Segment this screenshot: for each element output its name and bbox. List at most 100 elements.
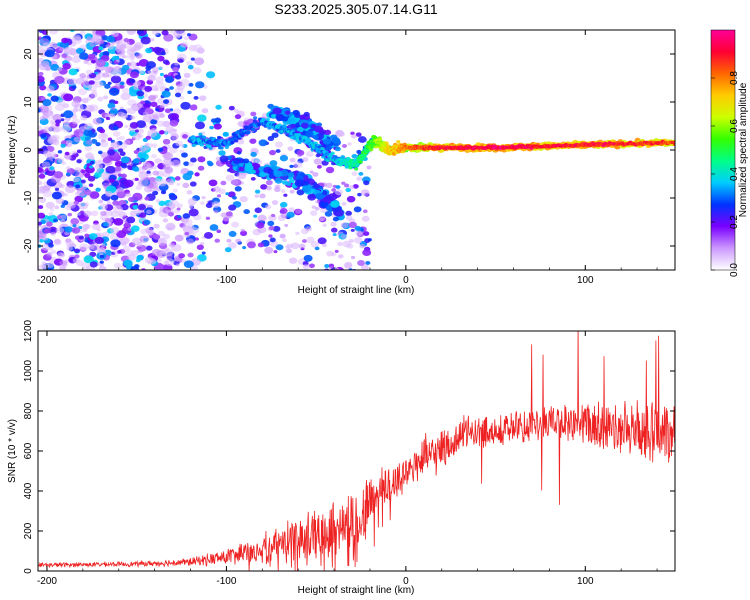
heatmap-noise-cell: [57, 67, 63, 72]
heatmap-noise-cell: [123, 259, 133, 267]
heatmap-noise-cell: [64, 226, 73, 233]
heatmap-noise-cell: [39, 116, 46, 121]
heatmap-branch-cell: [296, 126, 304, 133]
heatmap-noise-cell: [190, 57, 195, 61]
heatmap-noise-cell: [137, 30, 144, 35]
heatmap-noise-cell: [295, 209, 302, 214]
heatmap-noise-cell: [55, 227, 65, 234]
heatmap-noise-cell: [123, 139, 131, 145]
heatmap-noise-cell: [88, 80, 95, 85]
heatmap-noise-cell: [193, 95, 199, 100]
heatmap-noise-cell: [114, 262, 122, 269]
heatmap-noise-cell: [194, 57, 205, 66]
heatmap-noise-cell: [157, 178, 167, 187]
heatmap-noise-cell: [100, 211, 107, 216]
heatmap-noise-cell: [110, 141, 120, 149]
heatmap-noise-cell: [137, 151, 147, 159]
heatmap-noise-cell: [345, 210, 353, 216]
heatmap-noise-cell: [126, 45, 134, 51]
heatmap-noise-cell: [66, 245, 73, 251]
heatmap-noise-cell: [143, 103, 151, 109]
heatmap-noise-cell: [74, 195, 84, 203]
heatmap-noise-cell: [136, 254, 144, 261]
heatmap-noise-cell: [126, 216, 136, 224]
heatmap-noise-cell: [101, 243, 106, 247]
heatmap-noise-cell: [84, 104, 95, 113]
heatmap-noise-cell: [78, 226, 83, 230]
heatmap-noise-cell: [182, 213, 191, 219]
heatmap-noise-cell: [46, 252, 53, 257]
heatmap-noise-cell: [279, 207, 288, 214]
heatmap-noise-cell: [169, 120, 179, 127]
heatmap-noise-cell: [273, 250, 278, 254]
heatmap-noise-cell: [176, 182, 181, 187]
heatmap-noise-cell: [183, 72, 191, 78]
heatmap-noise-cell: [152, 66, 160, 73]
heatmap-noise-cell: [70, 134, 75, 138]
heatmap-noise-cell: [177, 215, 182, 219]
heatmap-noise-cell: [213, 209, 219, 214]
heatmap-noise-cell: [121, 64, 130, 71]
heatmap-noise-cell: [155, 76, 164, 84]
heatmap-noise-cell: [52, 113, 62, 121]
heatmap-noise-cell: [310, 210, 318, 216]
heatmap-noise-cell: [50, 228, 55, 232]
heatmap-noise-cell: [163, 248, 174, 257]
heatmap-noise-cell: [76, 212, 81, 216]
heatmap-noise-cell: [216, 229, 222, 234]
heatmap-noise-cell: [104, 113, 111, 118]
heatmap-x-axis-title: Height of straight line (km): [298, 285, 415, 296]
heatmap-noise-cell: [208, 179, 218, 187]
heatmap-branch-cell: [232, 166, 238, 170]
heatmap-noise-cell: [174, 234, 184, 242]
heatmap-noise-cell: [177, 30, 186, 37]
heatmap-trace-cell: [307, 139, 312, 143]
heatmap-noise-cell: [100, 54, 110, 62]
heatmap-noise-cell: [169, 86, 174, 90]
heatmap-noise-cell: [102, 156, 112, 164]
heatmap-noise-cell: [115, 188, 125, 196]
heatmap-noise-cell: [72, 108, 79, 113]
heatmap-noise-cell: [76, 149, 82, 154]
heatmap-noise-cell: [253, 214, 258, 218]
heatmap-noise-cell: [260, 184, 268, 190]
heatmap-noise-cell: [104, 217, 111, 223]
heatmap-noise-cell: [105, 190, 113, 197]
heatmap-noise-cell: [332, 233, 337, 237]
heatmap-trace-cell: [201, 135, 207, 139]
heatmap-noise-cell: [350, 255, 356, 260]
heatmap-noise-cell: [110, 194, 119, 201]
heatmap-noise-cell: [78, 133, 84, 138]
heatmap-noise-cell: [57, 157, 65, 163]
heatmap-noise-cell: [89, 261, 98, 268]
heatmap-trace-cell: [277, 123, 282, 127]
heatmap-noise-cell: [189, 181, 197, 187]
heatmap-noise-cell: [130, 266, 140, 270]
heatmap-noise-cell: [138, 212, 147, 218]
heatmap-noise-cell: [164, 76, 174, 83]
heatmap-noise-cell: [80, 169, 86, 173]
heatmap-noise-cell: [228, 242, 237, 249]
heatmap-noise-cell: [115, 40, 120, 45]
heatmap-branch-cell: [324, 194, 333, 201]
heatmap-noise-cell: [275, 244, 284, 251]
heatmap-noise-cell: [84, 189, 92, 196]
heatmap-noise-cell: [65, 240, 75, 247]
heatmap-noise-cell: [179, 149, 185, 154]
colorbar-gradient: [711, 30, 735, 270]
heatmap-noise-cell: [38, 186, 46, 194]
heatmap-noise-cell: [173, 108, 182, 115]
heatmap-noise-cell: [144, 85, 153, 92]
heatmap-noise-cell: [57, 150, 63, 154]
heatmap-noise-cell: [344, 262, 353, 269]
heatmap-noise-cell: [159, 72, 164, 77]
heatmap-noise-cell: [357, 136, 367, 143]
heatmap-noise-cell: [346, 243, 354, 249]
heatmap-noise-cell: [187, 64, 194, 70]
heatmap-trace-cell: [340, 155, 345, 159]
heatmap-noise-cell: [83, 60, 89, 65]
heatmap-noise-cell: [126, 30, 137, 35]
heatmap-noise-cell: [42, 145, 48, 150]
heatmap-noise-cell: [114, 166, 122, 172]
heatmap-noise-cell: [259, 193, 266, 199]
